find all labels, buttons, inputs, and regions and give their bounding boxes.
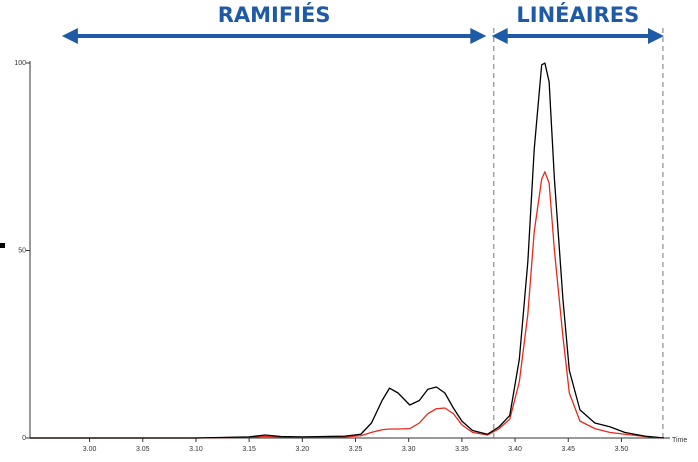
x-tick-label: 3.35 <box>455 446 469 453</box>
arrow-head <box>491 28 508 44</box>
x-axis-label: Time <box>672 437 687 444</box>
y-tick-label: 100 <box>14 60 26 67</box>
y-tick-label: 0 <box>22 435 26 442</box>
arrow-head <box>470 28 487 44</box>
annotation-label: LINÉAIRES <box>516 2 639 27</box>
series-line <box>30 62 665 439</box>
x-tick-label: 3.20 <box>296 446 310 453</box>
x-tick-label: 3.05 <box>136 446 150 453</box>
x-tick-label: 3.40 <box>508 446 522 453</box>
y-tick-label: 50 <box>18 247 26 254</box>
x-tick-label: 3.25 <box>349 446 363 453</box>
arrow-head <box>648 28 664 44</box>
arrow-head <box>61 28 78 44</box>
x-tick-label: 3.30 <box>402 446 416 453</box>
x-tick-label: 3.15 <box>242 446 256 453</box>
x-tick-label: 3.50 <box>615 446 629 453</box>
x-tick-label: 3.10 <box>189 446 203 453</box>
x-tick-label: 3.45 <box>561 446 575 453</box>
annotation-label: RAMIFIÉS <box>218 2 331 27</box>
series-line <box>30 171 665 439</box>
x-tick-label: 3.00 <box>83 446 97 453</box>
marker-square <box>0 243 5 248</box>
